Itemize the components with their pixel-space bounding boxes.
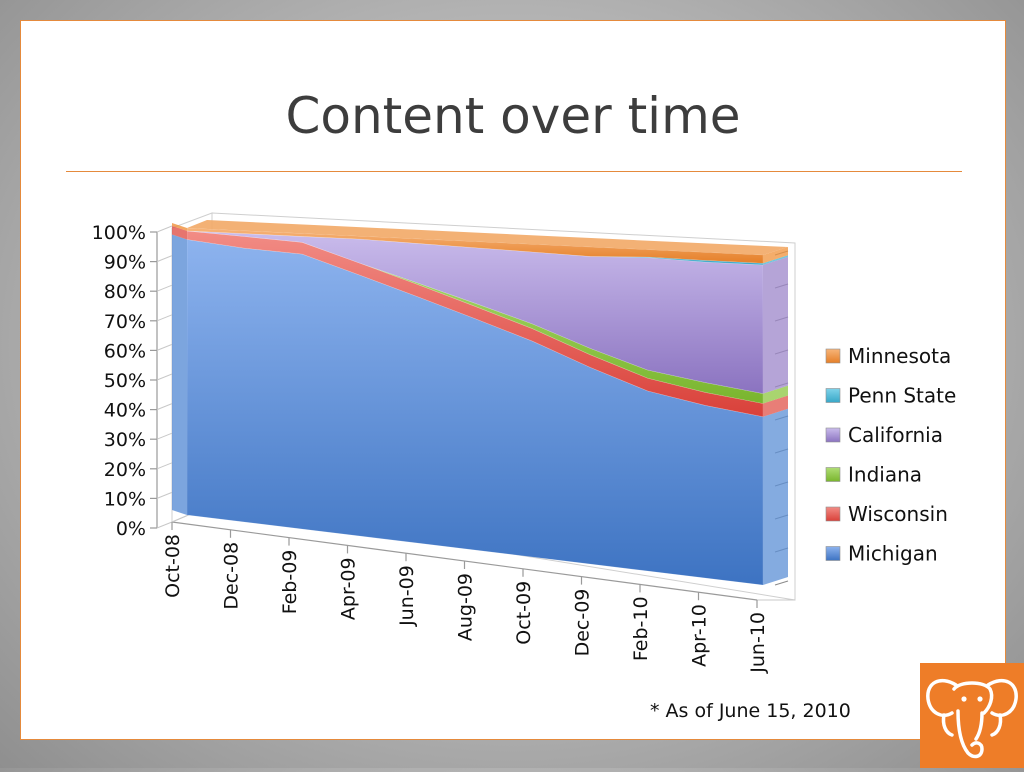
y-tick-label: 60%: [104, 340, 146, 362]
y-tick-connector: [156, 491, 173, 499]
y-tick-connector: [156, 225, 173, 233]
y-tick-connector: [156, 432, 173, 440]
depth-indiana: [763, 385, 788, 404]
elephant-icon: [926, 678, 1018, 759]
y-tick-connector: [156, 403, 173, 411]
top-depth-surface: [187, 220, 788, 255]
y-tick-label: 50%: [104, 370, 146, 392]
y-tick-label: 30%: [104, 429, 146, 451]
depth-california: [763, 256, 788, 394]
x-tick-label: Feb-09: [279, 550, 301, 615]
y-tick-connector: [156, 373, 173, 381]
legend-swatch-minnesota: [825, 348, 841, 364]
x-tick-label: Feb-10: [630, 596, 652, 661]
y-tick-connector: [156, 314, 173, 322]
x-tick-label: Dec-08: [221, 542, 243, 610]
x-tick-label: Jun-10: [747, 612, 769, 674]
x-tick-label: Apr-10: [689, 604, 711, 667]
x-tick-label: Aug-09: [455, 573, 477, 641]
legend-label-penn-state: Penn State: [848, 384, 956, 408]
depth-minnesota: [763, 247, 788, 264]
footnote: * As of June 15, 2010: [650, 700, 851, 722]
right-tick-mark: [774, 580, 789, 586]
legend-label-michigan: Michigan: [848, 542, 938, 566]
chart-legend: Minnesota Penn State California Indiana Wisc…: [825, 344, 956, 566]
elephant-eye-left: [961, 696, 967, 702]
legend-swatch-michigan: [825, 546, 841, 561]
y-tick-connector: [156, 255, 173, 263]
x-tick-label: Oct-08: [162, 534, 184, 598]
x-tick-label: Apr-09: [338, 557, 360, 620]
y-tick-connector: [156, 462, 173, 470]
y-tick-label: 100%: [92, 222, 146, 244]
depth-wisconsin: [763, 395, 788, 417]
slide-title: Content over time: [285, 87, 741, 145]
y-tick-connector: [156, 343, 173, 351]
title-divider: [66, 171, 962, 172]
legend-swatch-penn-state: [825, 388, 841, 403]
y-tick-connector: [156, 521, 173, 529]
y-tick-label: 20%: [104, 459, 146, 481]
depth-penn-state: [763, 255, 788, 265]
y-tick-label: 80%: [104, 281, 146, 303]
left-depth-minnesota: [172, 223, 187, 231]
y-tick-label: 0%: [116, 518, 146, 540]
chart-areas: [172, 220, 788, 586]
chart-tick-labels: 0% 10% 20% 30% 40% 50% 60% 70% 80% 90% 100% Oct-08 D…: [92, 222, 769, 674]
y-tick-connector: [156, 284, 173, 292]
legend-label-wisconsin: Wisconsin: [848, 502, 948, 526]
left-depth-wisconsin: [172, 225, 187, 240]
x-tick-label: Oct-09: [513, 581, 535, 645]
elephant-eye-right: [977, 696, 983, 702]
left-depth-michigan: [172, 234, 187, 516]
legend-label-california: California: [848, 423, 943, 447]
x-tick-label: Jun-09: [396, 565, 418, 627]
legend-label-indiana: Indiana: [848, 463, 922, 487]
legend-swatch-california: [825, 427, 841, 443]
depth-michigan: [763, 408, 788, 585]
legend-swatch-indiana: [825, 467, 841, 482]
y-tick-label: 70%: [104, 311, 146, 333]
x-tick-label: Dec-09: [572, 589, 594, 657]
y-tick-label: 10%: [104, 488, 146, 510]
legend-swatch-wisconsin: [825, 506, 841, 522]
area-minnesota: [186, 227, 764, 264]
legend-label-minnesota: Minnesota: [848, 344, 951, 368]
y-tick-label: 90%: [104, 252, 146, 274]
y-tick-label: 40%: [104, 400, 146, 422]
elephant-logo: [920, 663, 1024, 768]
